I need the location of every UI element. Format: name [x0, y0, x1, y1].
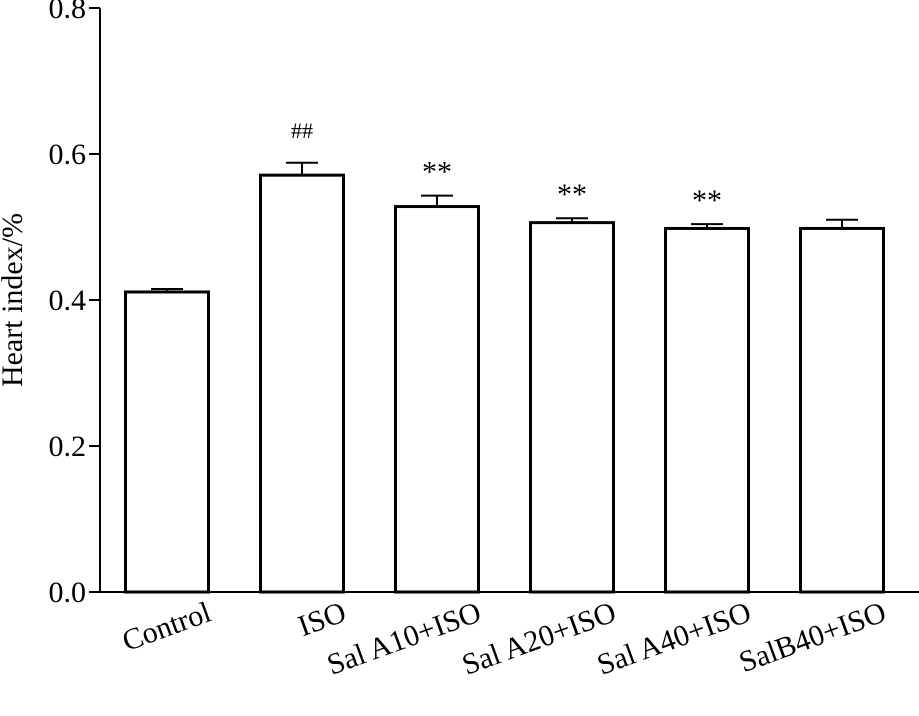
bar — [259, 173, 345, 594]
bars — [124, 173, 885, 594]
y-axis: 0.0 0.2 0.4 0.6 0.8 — [49, 0, 101, 609]
bar — [664, 226, 750, 594]
significance-marker: ## — [291, 118, 313, 143]
bar — [529, 221, 615, 594]
y-tick-label: 0.8 — [49, 0, 87, 25]
category-label: Sal A20+ISO — [458, 596, 621, 682]
category-label: ISO — [294, 596, 351, 644]
significance-marker: ** — [557, 178, 587, 211]
error-bars — [151, 161, 858, 292]
bar — [799, 226, 885, 594]
bar — [124, 290, 210, 594]
y-tick-label: 0.2 — [49, 430, 87, 463]
y-tick-label: 0.0 — [49, 576, 87, 609]
significance-marker: ** — [422, 156, 452, 189]
y-tick-label: 0.6 — [49, 138, 87, 171]
category-label: Sal A40+ISO — [593, 596, 756, 682]
category-label: Control — [118, 596, 215, 658]
significance-markers: ## ** ** ** — [291, 118, 722, 217]
y-tick-label: 0.4 — [49, 284, 87, 317]
significance-marker: ** — [692, 184, 722, 217]
bar — [394, 205, 480, 594]
category-label: Sal A10+ISO — [323, 596, 486, 682]
y-axis-title: Heart index/% — [0, 213, 29, 387]
category-label: SalB40+ISO — [735, 596, 891, 680]
